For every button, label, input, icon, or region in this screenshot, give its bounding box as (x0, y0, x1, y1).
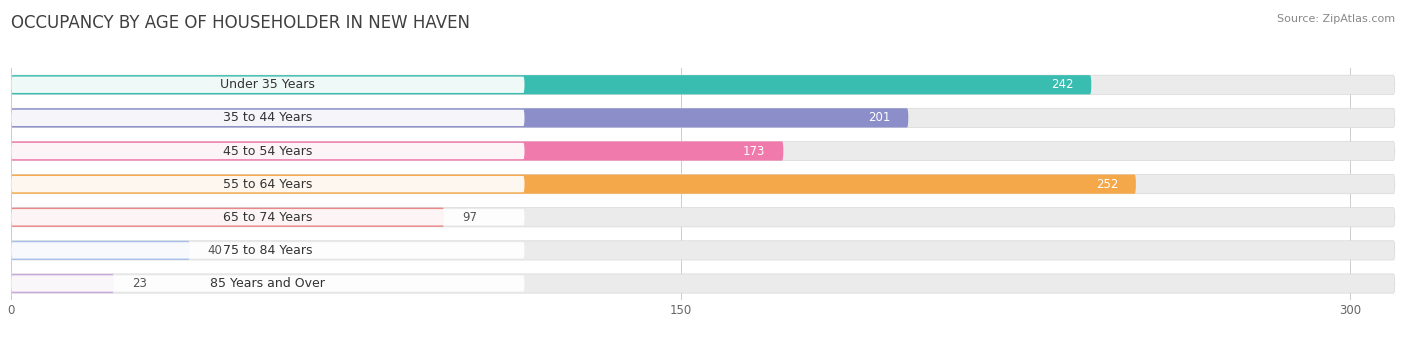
FancyBboxPatch shape (11, 242, 524, 258)
Text: 45 to 54 Years: 45 to 54 Years (224, 145, 312, 158)
FancyBboxPatch shape (11, 175, 1136, 194)
FancyBboxPatch shape (11, 274, 1395, 293)
Text: 35 to 44 Years: 35 to 44 Years (224, 112, 312, 124)
Text: 65 to 74 Years: 65 to 74 Years (224, 211, 312, 224)
Text: 242: 242 (1050, 78, 1073, 91)
FancyBboxPatch shape (11, 274, 114, 293)
Text: 97: 97 (463, 211, 477, 224)
FancyBboxPatch shape (11, 108, 908, 128)
FancyBboxPatch shape (11, 209, 524, 225)
FancyBboxPatch shape (11, 77, 524, 93)
Text: 23: 23 (132, 277, 146, 290)
Text: 85 Years and Over: 85 Years and Over (211, 277, 325, 290)
FancyBboxPatch shape (11, 208, 1395, 227)
FancyBboxPatch shape (11, 175, 1395, 194)
FancyBboxPatch shape (11, 75, 1091, 94)
FancyBboxPatch shape (11, 110, 524, 126)
FancyBboxPatch shape (11, 275, 524, 292)
FancyBboxPatch shape (11, 108, 1395, 128)
Text: OCCUPANCY BY AGE OF HOUSEHOLDER IN NEW HAVEN: OCCUPANCY BY AGE OF HOUSEHOLDER IN NEW H… (11, 14, 470, 32)
Text: 201: 201 (868, 112, 890, 124)
Text: 252: 252 (1095, 178, 1118, 191)
FancyBboxPatch shape (11, 176, 524, 192)
FancyBboxPatch shape (11, 241, 190, 260)
Text: 75 to 84 Years: 75 to 84 Years (224, 244, 312, 257)
Text: 173: 173 (744, 145, 765, 158)
FancyBboxPatch shape (11, 143, 524, 159)
Text: 55 to 64 Years: 55 to 64 Years (224, 178, 312, 191)
FancyBboxPatch shape (11, 142, 1395, 161)
Text: Source: ZipAtlas.com: Source: ZipAtlas.com (1277, 14, 1395, 24)
FancyBboxPatch shape (11, 241, 1395, 260)
FancyBboxPatch shape (11, 142, 783, 161)
FancyBboxPatch shape (11, 75, 1395, 94)
Text: 40: 40 (208, 244, 222, 257)
FancyBboxPatch shape (11, 208, 444, 227)
Text: Under 35 Years: Under 35 Years (221, 78, 315, 91)
